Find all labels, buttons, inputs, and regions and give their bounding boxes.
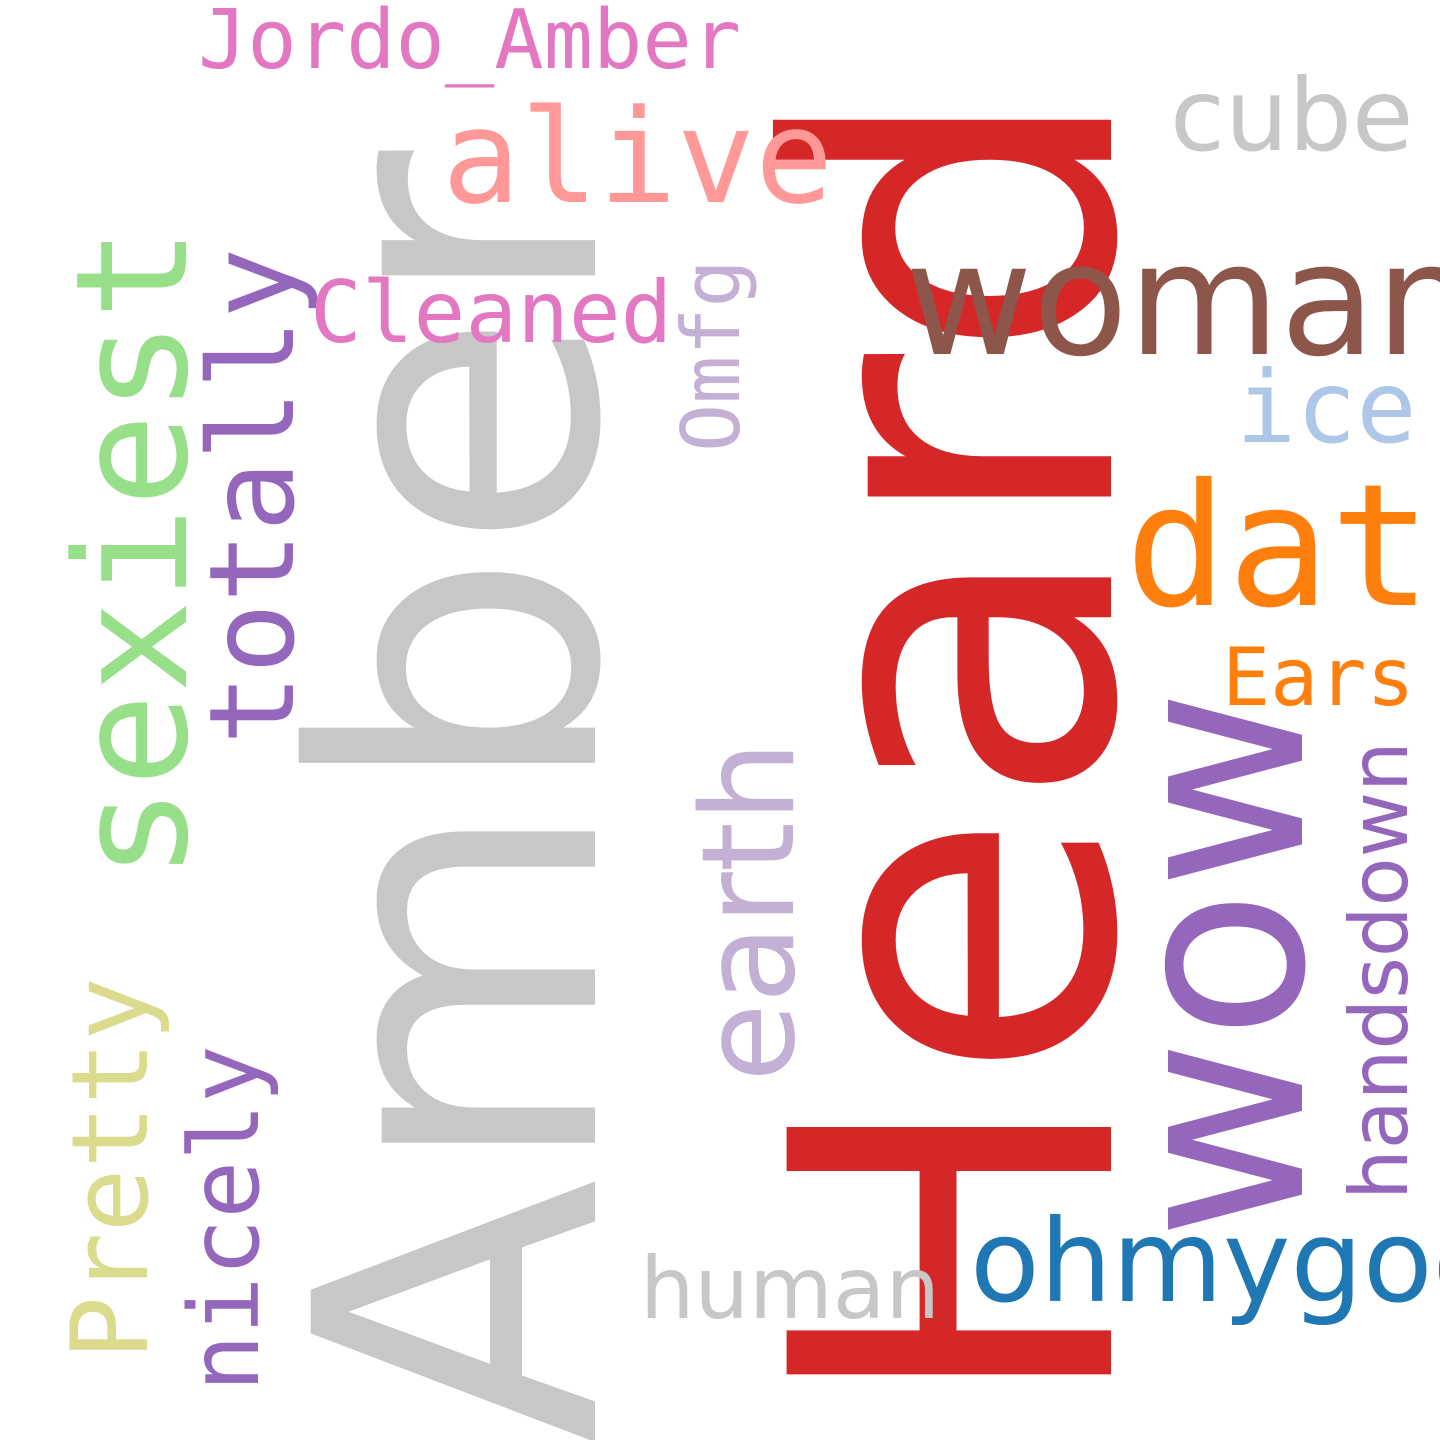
word-ears: Ears [1222,631,1415,724]
word-earth: earth [675,740,824,1082]
word-woman: woman [905,209,1440,391]
word-alive: alive [442,81,834,233]
word-ohmygod: ohmygod [970,1195,1440,1328]
word-totally: totally [183,247,321,745]
word-handsdown: handsdown [1333,741,1426,1200]
word-dat: dat [1125,448,1433,646]
word-pretty: Pretty [49,977,172,1360]
word-nicely: nicely [169,1045,281,1392]
word-ice: ice [1236,349,1417,466]
word-cube: cube [1170,57,1414,174]
word-cleaned: Cleaned [310,263,673,363]
word-wow: wow [1075,689,1360,1240]
word-omfg: Omfg [665,259,758,452]
word-jordo-amber: Jordo_Amber [198,0,742,88]
word-human: human [640,1239,940,1339]
